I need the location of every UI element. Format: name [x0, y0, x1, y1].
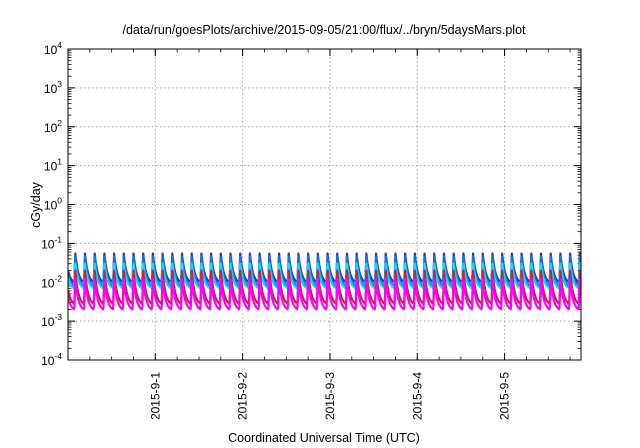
- y-axis-label: cGy/day: [29, 181, 43, 228]
- y-tick-label: 103: [44, 79, 62, 96]
- plot-area: 104 103 102 101 100 10-1 10-2 10-3 10-4 2015-9-1 2…: [41, 40, 582, 420]
- series-line: [68, 269, 581, 305]
- y-tick-label: 10-1: [41, 234, 62, 251]
- y-tick-label: 104: [44, 40, 62, 57]
- series-line: [68, 262, 581, 290]
- series-line: [68, 278, 581, 311]
- x-tick-label: 2015-9-5: [498, 372, 512, 420]
- y-tick-label: 101: [44, 157, 62, 174]
- y-tick-label: 10-4: [41, 351, 62, 368]
- plot-frame: [67, 48, 582, 361]
- x-tick-label: 2015-9-2: [236, 372, 250, 420]
- x-tick-label: 2015-9-1: [148, 372, 162, 420]
- y-tick-label: 10-3: [41, 312, 62, 329]
- y-tick-label: 100: [44, 196, 62, 213]
- x-tick-label: 2015-9-3: [323, 372, 337, 420]
- x-tick-label: 2015-9-4: [410, 372, 424, 420]
- y-tick-label: 10-2: [41, 273, 62, 290]
- y-tick-label: 102: [44, 118, 62, 135]
- chart-title: /data/run/goesPlots/archive/2015-09-05/2…: [122, 23, 526, 37]
- x-axis-label: Coordinated Universal Time (UTC): [228, 431, 420, 445]
